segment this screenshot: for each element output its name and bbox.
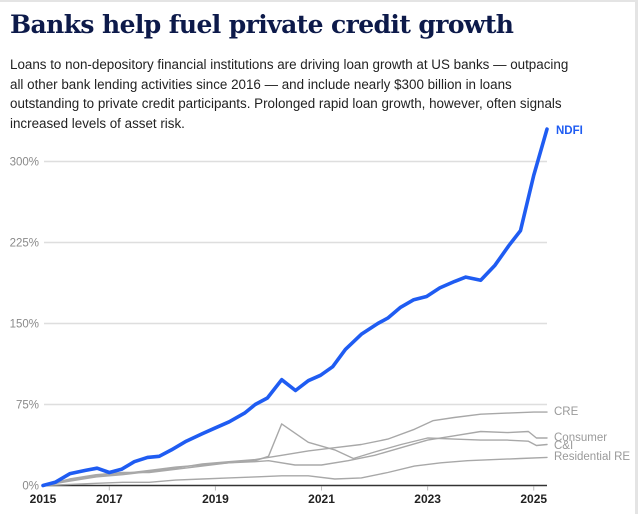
series-label-cre: CRE [554, 406, 579, 418]
series-line-c-i [42, 423, 548, 487]
series-line-residential-re [42, 456, 548, 487]
x-tick-label: 2019 [202, 492, 229, 506]
series-label-c-i: C&I [554, 440, 573, 452]
y-axis-ticks: 0% 75% 150% 225% 300% [10, 157, 39, 493]
x-tick-label: 2021 [308, 492, 335, 506]
y-tick-label: 75% [16, 400, 39, 412]
x-axis: 2015 2017 2019 2021 2023 2025 [30, 484, 547, 506]
y-tick-label: 150% [10, 319, 39, 331]
y-tick-label: 0% [22, 481, 39, 493]
chart-subtitle: Loans to non-depository financial instit… [10, 57, 569, 131]
y-tick-label: 300% [10, 157, 39, 169]
x-tick-label: 2023 [414, 492, 441, 506]
y-tick-label: 225% [10, 238, 39, 250]
x-tick-label: 2015 [30, 492, 57, 506]
gridlines [44, 160, 547, 406]
series-lines [41, 127, 549, 488]
x-tick-label: 2025 [520, 492, 547, 506]
chart-title: Banks help fuel private credit growth [10, 10, 514, 39]
series-label-consumer: Consumer [554, 432, 607, 444]
series-label-ndfi: NDFI [556, 125, 583, 137]
series-line-ndfi [41, 127, 549, 488]
series-label-residential-re: Residential RE [554, 451, 630, 463]
x-tick-label: 2017 [96, 492, 123, 506]
series-line-cre [42, 411, 548, 487]
